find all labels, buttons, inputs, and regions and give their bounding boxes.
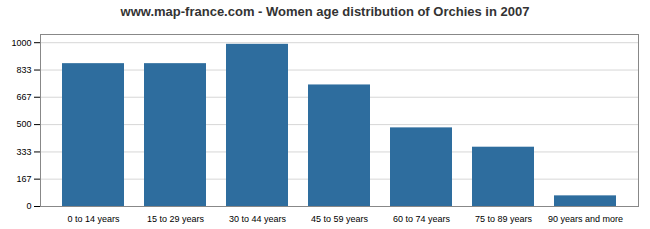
svg-text:833: 833 [16,65,31,75]
svg-text:167: 167 [16,174,31,184]
svg-text:667: 667 [16,92,31,102]
svg-text:30 to 44 years: 30 to 44 years [229,214,287,224]
svg-text:1000: 1000 [11,38,31,48]
svg-text:90 years and more: 90 years and more [548,214,623,224]
svg-text:0 to 14 years: 0 to 14 years [67,214,120,224]
svg-text:15 to 29 years: 15 to 29 years [147,214,205,224]
svg-text:45 to 59 years: 45 to 59 years [311,214,369,224]
html-text:www.map-france.com - Women age: www.map-france.com - Women age distribut… [120,4,530,19]
svg-text:333: 333 [16,147,31,157]
svg-text:75 to 89 years: 75 to 89 years [475,214,533,224]
svg-text:0: 0 [26,201,31,211]
svg-text:60 to 74 years: 60 to 74 years [393,214,451,224]
svg-text:500: 500 [16,119,31,129]
